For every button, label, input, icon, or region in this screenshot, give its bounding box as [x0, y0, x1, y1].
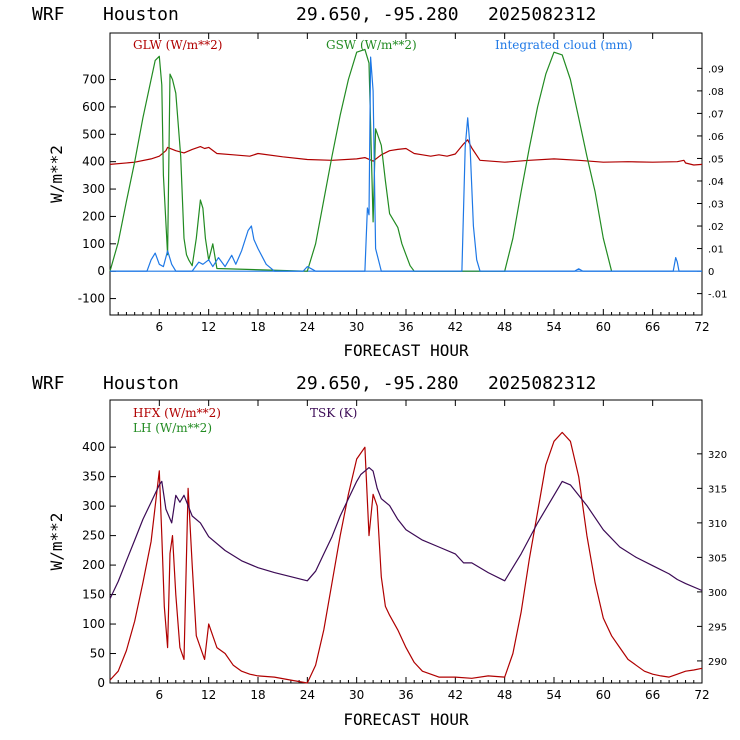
chart2-header-model: WRF: [32, 373, 65, 394]
chart2-x-tick-label: 42: [448, 688, 463, 702]
chart1-header-coords: 29.650, -95.280: [296, 4, 459, 25]
chart2-x-tick-label: 72: [694, 688, 709, 702]
chart2-x-tick-label: 30: [349, 688, 364, 702]
chart1-legend-entry-1: GSW (W/m**2): [326, 38, 417, 52]
chart1-y-tick-label: -100: [78, 292, 105, 306]
chart1-y2-tick-label: -.01: [708, 290, 728, 301]
chart1-x-tick-label: 30: [349, 320, 364, 334]
chart2-x-tick-label: 66: [645, 688, 660, 702]
chart2-y-tick-label: 300: [82, 499, 105, 513]
chart2-y-tick-label: 350: [82, 470, 105, 484]
chart1-x-tick-label: 66: [645, 320, 660, 334]
chart2-y-tick-label: 100: [82, 617, 105, 631]
chart1-header-city: Houston: [103, 4, 179, 25]
chart1-y-tick-label: 700: [82, 73, 105, 87]
chart1-y-tick-label: 400: [82, 155, 105, 169]
chart2-legend-entry-2: TSK (K): [310, 406, 357, 420]
chart2-x-tick-label: 24: [300, 688, 315, 702]
chart1-x-tick-label: 54: [546, 320, 561, 334]
chart1-y-axis-title: W/m**2: [47, 145, 66, 203]
chart2-legend-entry-0: HFX (W/m**2): [133, 406, 221, 420]
chart1-header-date: 2025082312: [488, 4, 596, 25]
chart1-y2-tick-label: 0: [708, 267, 714, 278]
chart1-y-tick-label: 100: [82, 237, 105, 251]
chart1-y2-tick-label: .01: [708, 245, 724, 256]
chart1-x-tick-label: 36: [398, 320, 413, 334]
chart2-y2-tick-label: 290: [708, 657, 727, 668]
chart2-group: WRF Houston 29.650, -95.280 2025082312 6 12 18…: [32, 373, 727, 729]
chart2-y-tick-label: 150: [82, 588, 105, 602]
chart1-x-tick-label: 6: [156, 320, 164, 334]
chart2-y-tick-label: 250: [82, 529, 105, 543]
chart2-header-coords: 29.650, -95.280: [296, 373, 459, 394]
chart2-x-tick-label: 54: [546, 688, 561, 702]
chart2-header-date: 2025082312: [488, 373, 596, 394]
chart1-y2-tick-label: .05: [708, 154, 724, 165]
chart1-y2-tick-label: .04: [708, 177, 724, 188]
chart2-y-axis-title: W/m**2: [47, 513, 66, 571]
chart1-y-tick-label: 600: [82, 100, 105, 114]
chart2-x-axis-title: FORECAST HOUR: [343, 710, 469, 729]
chart1-x-tick-label: 48: [497, 320, 512, 334]
chart1-group: WRF Houston 29.650, -95.280 2025082312 6 12 18…: [32, 4, 728, 360]
chart1-y2-tick-label: .08: [708, 87, 724, 98]
chart1-series-line-0: [109, 139, 703, 166]
chart1-y-tick-label: 200: [82, 209, 105, 223]
chart1-legend-entry-2: Integrated cloud (mm): [495, 38, 633, 52]
chart2-y-tick-label: 0: [97, 676, 105, 690]
chart1-y-tick-label: 300: [82, 182, 105, 196]
chart1-y2-tick-label: .02: [708, 222, 724, 233]
chart2-y-tick-label: 400: [82, 440, 105, 454]
chart2-plot-frame: [109, 399, 703, 684]
chart2-y2-tick-label: 300: [708, 588, 727, 599]
chart1-y2-tick-label: .06: [708, 132, 724, 143]
chart2-x-tick-label: 48: [497, 688, 512, 702]
chart1-series-line-1: [109, 48, 613, 272]
chart2-header-city: Houston: [103, 373, 179, 394]
chart1-x-tick-label: 42: [448, 320, 463, 334]
chart2-y2-tick-label: 305: [708, 553, 727, 564]
chart1-legend-entry-0: GLW (W/m**2): [133, 38, 222, 52]
chart2-x-tick-label: 18: [250, 688, 265, 702]
chart1-x-tick-label: 24: [300, 320, 315, 334]
chart1-plot-frame: [109, 32, 703, 316]
chart2-series-line-2: [109, 467, 703, 600]
chart1-x-axis-title: FORECAST HOUR: [343, 341, 469, 360]
chart1-y-tick-label: 500: [82, 127, 105, 141]
chart1-y2-tick-label: .07: [708, 109, 724, 120]
chart2-x-tick-label: 12: [201, 688, 216, 702]
chart2-y2-tick-label: 315: [708, 484, 727, 495]
chart1-y-tick-label: 0: [97, 264, 105, 278]
chart1-x-tick-label: 12: [201, 320, 216, 334]
chart2-x-tick-label: 6: [156, 688, 164, 702]
chart1-x-tick-label: 72: [694, 320, 709, 334]
chart2-y2-tick-label: 320: [708, 450, 727, 461]
chart2-y-tick-label: 200: [82, 558, 105, 572]
chart2-x-tick-label: 36: [398, 688, 413, 702]
chart1-series-line-2: [110, 56, 702, 272]
chart1-x-tick-label: 60: [596, 320, 611, 334]
chart2-series-line-0: [109, 431, 703, 684]
chart2-y-tick-label: 50: [90, 647, 105, 661]
chart2-legend-entry-1: LH (W/m**2): [133, 421, 212, 435]
chart2-y2-tick-label: 310: [708, 519, 727, 530]
chart1-y2-tick-label: .03: [708, 200, 724, 211]
chart1-header-model: WRF: [32, 4, 65, 25]
chart1-y2-tick-label: .09: [708, 64, 724, 75]
chart2-x-tick-label: 60: [596, 688, 611, 702]
chart1-x-tick-label: 18: [250, 320, 265, 334]
chart2-y2-tick-label: 295: [708, 622, 727, 633]
